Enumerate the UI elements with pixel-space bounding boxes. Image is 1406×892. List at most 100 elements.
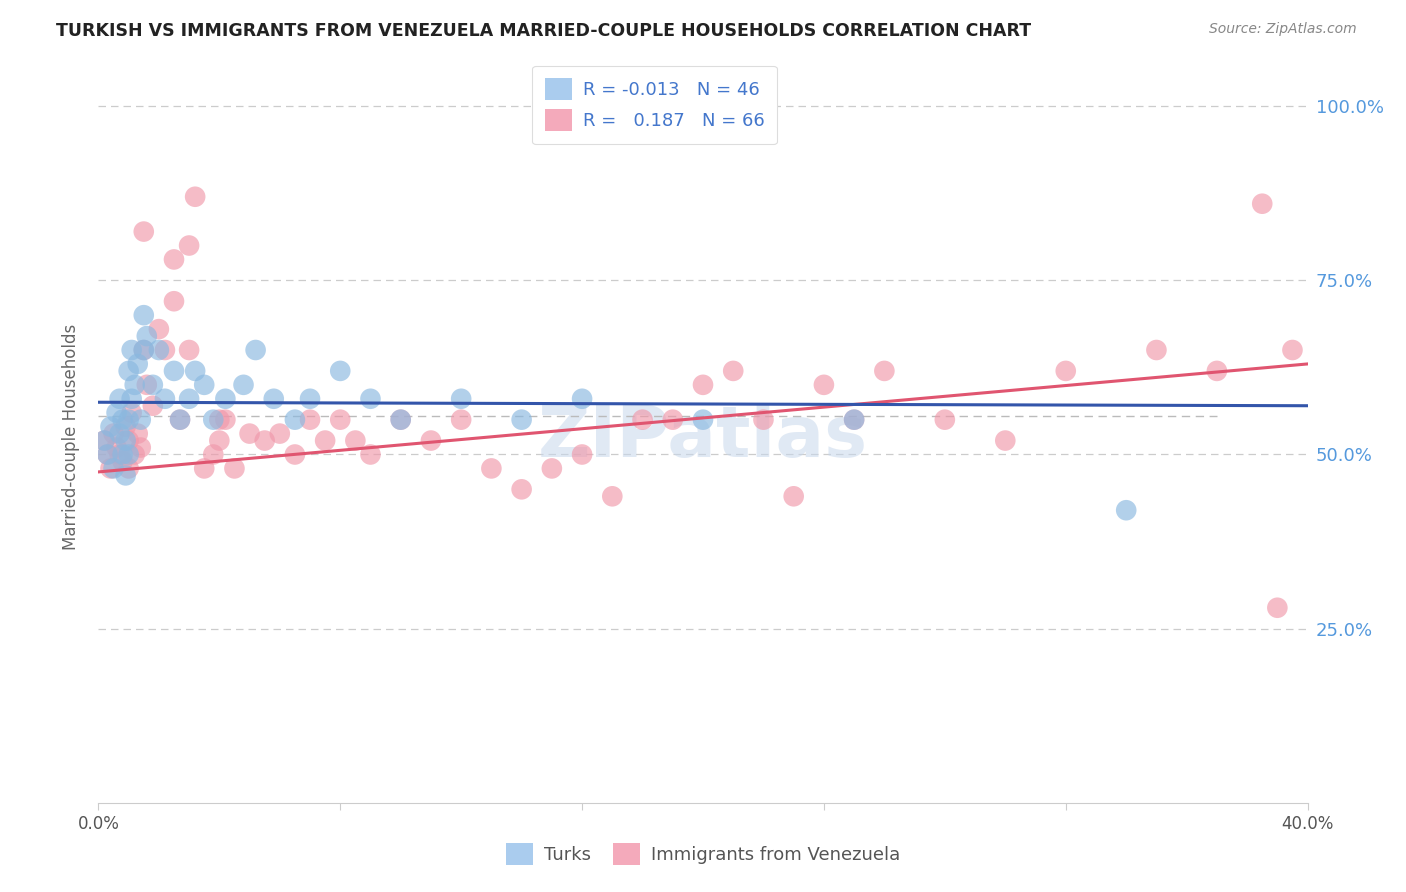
Point (284, 412, 307, 426)
Point (153, 392, 176, 406)
Point (314, 434, 336, 448)
Point (129, 441, 152, 455)
Point (510, 483, 533, 497)
Point (284, 448, 307, 462)
Point (163, 252, 186, 267)
Point (121, 406, 143, 420)
Point (723, 364, 745, 378)
Point (169, 412, 191, 426)
Point (540, 461, 562, 475)
Point (934, 412, 956, 426)
Point (148, 322, 170, 336)
Point (193, 377, 215, 392)
Legend: R = -0.013   N = 46, R =   0.187   N = 66: R = -0.013 N = 46, R = 0.187 N = 66 (531, 66, 778, 145)
Point (118, 434, 141, 448)
Point (132, 225, 155, 239)
Point (153, 343, 176, 357)
Point (103, 461, 125, 475)
Point (93, 434, 115, 448)
Point (118, 412, 141, 426)
Point (783, 489, 806, 503)
Point (132, 308, 155, 322)
Point (481, 461, 503, 475)
Point (193, 461, 215, 475)
Point (360, 448, 382, 462)
Point (253, 434, 276, 448)
Point (124, 448, 146, 462)
Point (344, 434, 367, 448)
Point (389, 412, 412, 426)
Point (329, 412, 352, 426)
Point (105, 406, 128, 420)
Point (135, 377, 157, 392)
Point (108, 392, 131, 406)
Point (571, 392, 593, 406)
Point (118, 448, 141, 462)
Point (184, 364, 207, 378)
Point (132, 343, 155, 357)
Point (873, 364, 896, 378)
Point (163, 294, 186, 309)
Point (1267, 600, 1289, 615)
Point (269, 426, 291, 441)
Point (994, 434, 1017, 448)
Point (135, 329, 157, 343)
Point (132, 343, 155, 357)
Point (844, 412, 866, 426)
Point (844, 412, 866, 426)
Point (148, 343, 170, 357)
Point (631, 412, 654, 426)
Point (263, 392, 285, 406)
Point (692, 412, 714, 426)
Point (208, 434, 231, 448)
Point (208, 412, 231, 426)
Point (1054, 364, 1077, 378)
Point (232, 377, 254, 392)
Point (239, 426, 262, 441)
Point (114, 468, 136, 483)
Point (420, 434, 443, 448)
Point (389, 412, 412, 426)
Point (129, 412, 152, 426)
Point (184, 190, 207, 204)
Point (179, 392, 201, 406)
Point (100, 419, 122, 434)
Point (93, 434, 115, 448)
Point (329, 364, 352, 378)
Point (142, 399, 165, 413)
Point (142, 377, 165, 392)
Point (245, 343, 267, 357)
Point (202, 448, 225, 462)
Point (103, 426, 125, 441)
Point (571, 448, 593, 462)
Point (813, 377, 835, 392)
Point (121, 343, 143, 357)
Point (214, 392, 236, 406)
Point (100, 461, 122, 475)
Point (114, 434, 136, 448)
Point (108, 426, 131, 441)
Point (1281, 343, 1303, 357)
Point (661, 412, 683, 426)
Legend: Turks, Immigrants from Venezuela: Turks, Immigrants from Venezuela (498, 834, 908, 874)
Point (299, 412, 322, 426)
Point (169, 412, 191, 426)
Point (96, 448, 118, 462)
Point (752, 412, 775, 426)
Point (450, 392, 472, 406)
Point (105, 441, 128, 455)
Point (118, 364, 141, 378)
Point (692, 377, 714, 392)
Y-axis label: Married-couple Households: Married-couple Households (62, 324, 80, 550)
Point (299, 392, 322, 406)
Point (124, 377, 146, 392)
Text: TURKISH VS IMMIGRANTS FROM VENEZUELA MARRIED-COUPLE HOUSEHOLDS CORRELATION CHART: TURKISH VS IMMIGRANTS FROM VENEZUELA MAR… (56, 22, 1032, 40)
Point (510, 412, 533, 426)
Text: ZIPatlas: ZIPatlas (538, 402, 868, 472)
Point (111, 448, 134, 462)
Point (114, 419, 136, 434)
Point (96, 448, 118, 462)
Point (179, 238, 201, 252)
Point (127, 426, 149, 441)
Point (111, 454, 134, 468)
